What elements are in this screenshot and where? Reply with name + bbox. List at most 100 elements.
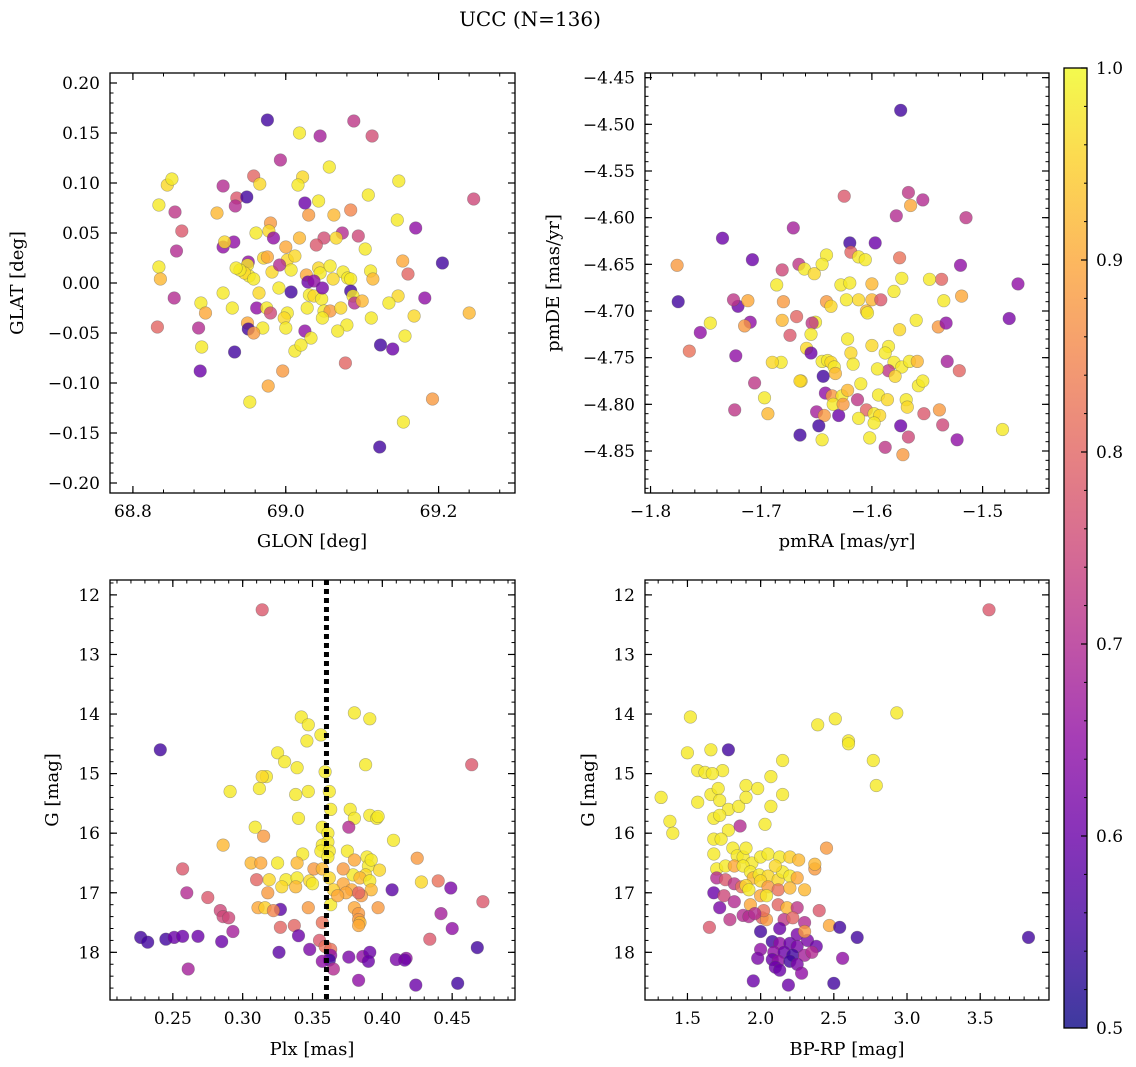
scatter-point xyxy=(874,293,888,307)
scatter-point xyxy=(940,354,954,369)
scatter-point xyxy=(141,935,155,949)
scatter-point xyxy=(870,362,885,376)
scatter-point xyxy=(851,293,866,307)
y-tick-label: 14 xyxy=(78,705,100,725)
scatter-point xyxy=(167,291,181,305)
scatter-point xyxy=(880,393,895,407)
scatter-point xyxy=(150,320,164,334)
scatter-point xyxy=(347,114,361,128)
scatter-point xyxy=(445,921,459,936)
scatter-point xyxy=(331,324,345,338)
scatter-point xyxy=(786,911,800,925)
y-tick-label: −0.20 xyxy=(48,474,100,494)
scatter-point xyxy=(291,178,305,192)
y-tick-label: −0.10 xyxy=(48,374,100,394)
scatter-point xyxy=(465,758,479,772)
scatter-point xyxy=(247,272,261,286)
scatter-point xyxy=(866,753,880,768)
scatter-point xyxy=(252,286,266,300)
scatter-point xyxy=(758,817,772,831)
x-tick-label: 2.5 xyxy=(820,1009,847,1029)
scatter-point xyxy=(916,193,930,207)
scatter-point xyxy=(894,419,908,433)
scatter-point xyxy=(313,129,327,143)
scatter-point xyxy=(765,355,779,369)
y-axis-label: G [mag] xyxy=(578,753,599,826)
scatter-point xyxy=(839,293,854,307)
scatter-point xyxy=(176,862,190,876)
scatter-point xyxy=(714,832,728,846)
y-axis-label: pmDE [mas/yr] xyxy=(543,214,564,352)
scatter-point xyxy=(771,883,785,897)
scatter-point xyxy=(425,392,440,406)
scatter-point xyxy=(937,294,951,308)
scatter-point xyxy=(790,871,804,885)
scatter-point xyxy=(952,364,966,378)
x-axis-label: Plx [mas] xyxy=(270,1039,355,1060)
scatter-point xyxy=(279,240,293,254)
scatter-point xyxy=(804,327,818,341)
scatter-point xyxy=(262,873,276,887)
scatter-point xyxy=(693,325,707,340)
scatter-point xyxy=(216,179,230,193)
scatter-point xyxy=(753,924,768,939)
scatter-point xyxy=(732,799,746,814)
y-tick-label: −4.55 xyxy=(583,162,635,182)
scatter-point xyxy=(364,853,378,867)
scatter-point xyxy=(671,295,685,309)
scatter-point xyxy=(867,416,881,430)
scatter-point xyxy=(828,366,843,381)
scatter-point xyxy=(792,853,806,867)
scatter-point xyxy=(713,793,727,808)
scatter-point xyxy=(903,198,918,213)
scatter-point xyxy=(215,934,229,949)
scatter-point xyxy=(444,881,458,895)
panel-plx-g: Plx [mas] G [mag] xyxy=(42,753,354,1060)
scatter-point xyxy=(392,174,406,188)
scatter-point xyxy=(741,294,755,308)
scatter-point xyxy=(900,400,914,414)
scatter-point xyxy=(176,929,190,943)
scatter-point xyxy=(729,349,743,363)
scatter-point xyxy=(365,129,379,143)
x-tick-label: 3.0 xyxy=(893,1009,920,1029)
scatter-point xyxy=(909,313,923,327)
scatter-points xyxy=(654,603,1036,992)
colorbar-tick-label: 0.5 xyxy=(1096,1019,1123,1039)
colorbar-frame xyxy=(1063,67,1088,1029)
scatter-point xyxy=(746,974,760,988)
figure-title: UCC (N=136) xyxy=(459,7,601,31)
scatter-point xyxy=(352,973,366,987)
y-tick-label: 0.20 xyxy=(62,74,100,94)
scatter-point xyxy=(302,208,316,222)
y-tick-label: −4.45 xyxy=(583,69,635,89)
scatter-point xyxy=(216,838,230,852)
scatter-point xyxy=(840,383,855,397)
scatter-point xyxy=(218,235,232,249)
scatter-point xyxy=(181,962,195,976)
scatter-point xyxy=(711,781,725,796)
y-tick-label: −4.70 xyxy=(583,302,635,322)
scatter-point xyxy=(775,313,789,327)
scatter-point xyxy=(936,418,950,432)
scatter-point xyxy=(301,784,315,799)
scatter-point xyxy=(670,258,684,272)
scatter-point xyxy=(434,906,448,921)
y-tick-label: 0.15 xyxy=(62,124,100,144)
scatter-point xyxy=(257,829,271,843)
scatter-point xyxy=(418,291,432,305)
scatter-point xyxy=(303,942,317,957)
scatter-point xyxy=(901,430,916,444)
scatter-point xyxy=(764,799,778,814)
scatter-point xyxy=(748,906,762,921)
scatter-point xyxy=(683,710,698,724)
scatter-point xyxy=(959,211,973,225)
scatter-point xyxy=(889,209,903,223)
scatter-point xyxy=(305,877,320,891)
scatter-point xyxy=(371,809,385,824)
scatter-point xyxy=(770,278,784,292)
scatter-point xyxy=(837,189,851,203)
scatter-point xyxy=(666,826,680,840)
scatter-point xyxy=(371,901,385,915)
scatter-point xyxy=(721,823,736,837)
